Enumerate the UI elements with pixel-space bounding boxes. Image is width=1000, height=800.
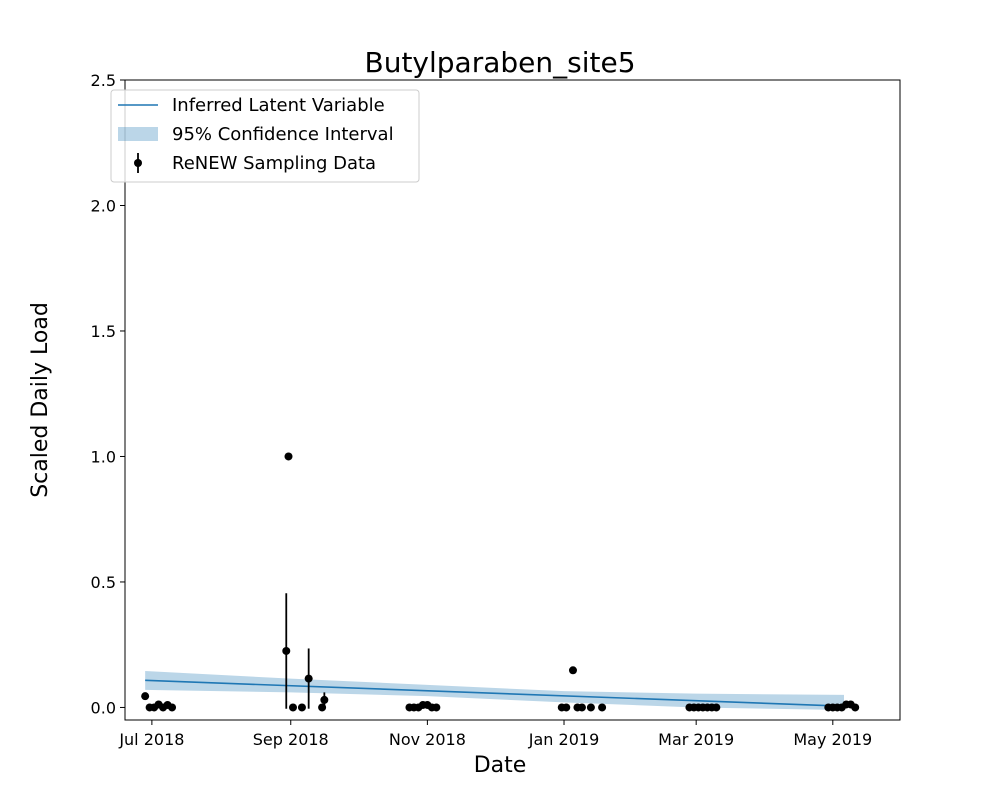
data-point xyxy=(318,703,327,712)
data-point xyxy=(586,703,595,712)
y-tick-label: 0.0 xyxy=(91,698,116,717)
y-tick-label: 2.5 xyxy=(91,71,116,90)
data-point xyxy=(297,703,306,712)
confidence-band xyxy=(145,671,844,710)
sampling-point-layer xyxy=(141,452,860,712)
x-tick-label: May 2019 xyxy=(793,730,872,749)
legend-label: 95% Confidence Interval xyxy=(172,124,394,145)
latent-variable-line xyxy=(145,679,845,707)
x-axis-label: Date xyxy=(474,753,527,778)
y-tick-label: 1.5 xyxy=(91,322,116,341)
x-axis: Jul 2018 Sep 2018 Nov 2018 Jan 2019 Mar 2019… xyxy=(118,720,872,749)
data-point xyxy=(712,703,721,712)
latent-line-layer xyxy=(145,679,845,707)
data-point xyxy=(141,692,150,701)
legend-label: ReNEW Sampling Data xyxy=(172,153,376,174)
y-axis: 0.0 0.5 1.0 1.5 2.0 2.5 xyxy=(91,71,125,717)
data-point xyxy=(284,452,293,461)
data-point xyxy=(320,695,329,704)
legend-box xyxy=(110,89,420,183)
x-tick-label: Sep 2018 xyxy=(253,730,329,749)
data-point xyxy=(598,703,607,712)
x-tick-label: Mar 2019 xyxy=(658,730,734,749)
data-point xyxy=(304,674,313,683)
data-point xyxy=(851,703,860,712)
data-point xyxy=(568,666,577,675)
legend: Inferred Latent Variable 95% Confidence I… xyxy=(110,89,420,183)
data-point xyxy=(168,703,177,712)
data-point xyxy=(577,703,586,712)
y-tick-label: 0.5 xyxy=(91,573,116,592)
plot-frame xyxy=(124,79,901,721)
data-point xyxy=(288,703,297,712)
data-point xyxy=(282,646,291,655)
y-axis-label: Scaled Daily Load xyxy=(28,302,53,498)
x-tick-label: Jul 2018 xyxy=(118,730,184,749)
legend-point-swatch xyxy=(134,159,142,167)
x-tick-label: Nov 2018 xyxy=(389,730,466,749)
confidence-band-layer xyxy=(145,671,844,710)
x-tick-label: Jan 2019 xyxy=(528,730,599,749)
legend-band-swatch xyxy=(118,127,158,141)
legend-label: Inferred Latent Variable xyxy=(172,95,385,116)
data-point xyxy=(562,703,571,712)
y-tick-label: 2.0 xyxy=(91,196,116,215)
data-point xyxy=(432,703,441,712)
y-tick-label: 1.0 xyxy=(91,447,116,466)
chart-title: Butylparaben_site5 xyxy=(364,46,635,79)
